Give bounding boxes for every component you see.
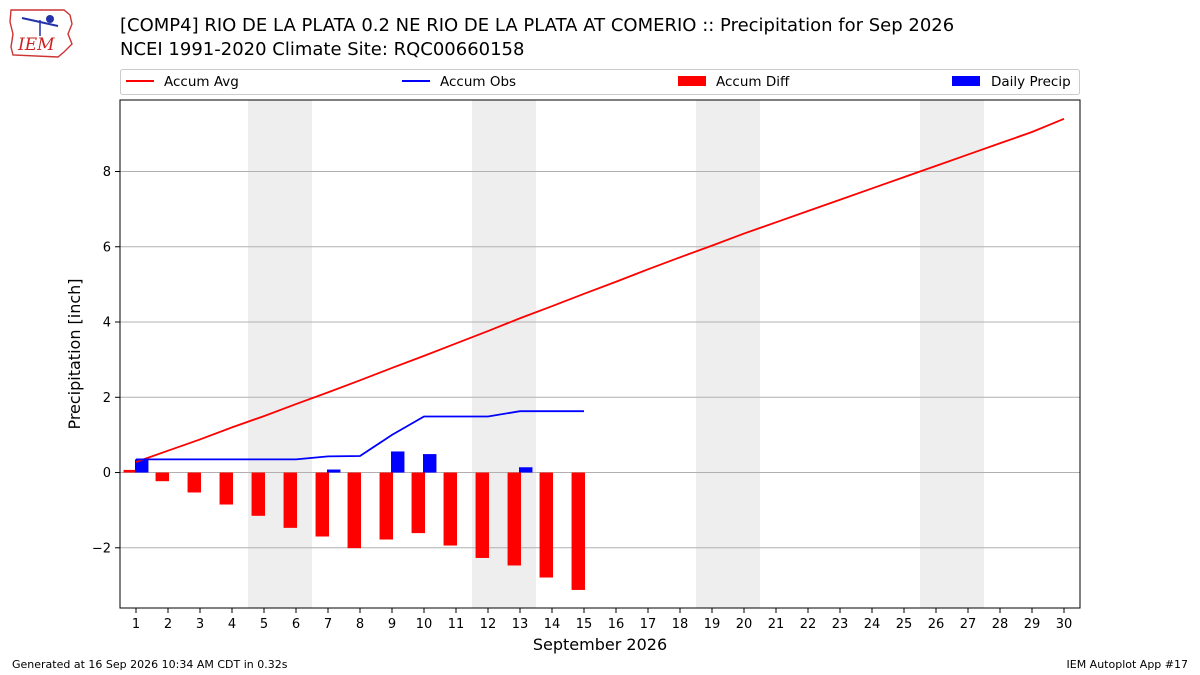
accum-diff-bar [219,472,233,505]
x-tick-label: 8 [356,617,364,632]
plot-frame [119,99,1081,609]
x-tick-label: 4 [228,617,236,632]
daily-precip-bar [135,459,149,473]
legend: Accum Avg Accum Obs Accum Diff Daily Pre… [120,69,1080,95]
weekend-band [696,100,760,608]
y-tick-label: 0 [103,466,111,481]
chart-title: [COMP4] RIO DE LA PLATA 0.2 NE RIO DE LA… [120,15,954,36]
legend-frame [120,69,1080,95]
accum-diff-bar [379,472,393,540]
x-tick-label: 2 [164,617,172,632]
accum-diff-bar [155,472,169,482]
x-tick-label: 21 [768,617,785,632]
x-tick-label: 26 [928,617,945,632]
daily-precip-bar [391,451,405,473]
x-tick-label: 15 [576,617,593,632]
daily-precip-bar [519,467,533,473]
vane-cup [46,15,54,23]
app-credit: IEM Autoplot App #17 [1066,658,1189,671]
accum-diff-bar [123,469,137,473]
accum-diff-bar [315,472,329,537]
lines [135,117,1065,463]
x-tick-label: 14 [544,617,561,632]
x-tick-label: 27 [960,617,977,632]
x-tick-label: 9 [388,617,396,632]
accum-diff-bar [347,472,361,549]
x-tick-label: 28 [992,617,1009,632]
accum-diff-bar [475,472,489,558]
x-tick-label: 18 [672,617,689,632]
legend-accum-avg-label: Accum Avg [164,74,239,90]
accum-avg-line [135,117,1065,463]
y-tick-label: 8 [103,165,111,180]
bars [123,451,585,590]
x-tick-label: 7 [324,617,332,632]
x-tick-label: 17 [640,617,657,632]
chart-subtitle: NCEI 1991-2020 Climate Site: RQC00660158 [120,39,524,60]
accum-obs-line [136,410,584,461]
logo-text: IEM [17,35,55,55]
legend-accum-diff-swatch [678,76,706,86]
accum-diff-bar [411,472,425,534]
y-tick-label: 6 [103,240,111,255]
iem-logo: IEM [9,9,73,58]
accum-diff-bar [571,472,585,590]
accum-diff-bar [251,472,265,516]
legend-accum-diff-label: Accum Diff [716,74,790,90]
legend-accum-obs-label: Accum Obs [440,74,516,90]
y-tick-label: −2 [92,541,111,556]
x-tick-label: 23 [832,617,849,632]
iowa-outline-icon [9,9,73,58]
legend-daily-precip-swatch [952,76,980,86]
x-tick-label: 29 [1024,617,1041,632]
y-tick-label: 4 [103,316,111,331]
x-tick-label: 10 [416,617,433,632]
x-tick-label: 11 [448,617,465,632]
generated-timestamp: Generated at 16 Sep 2026 10:34 AM CDT in… [12,658,288,671]
daily-precip-bar [423,454,437,473]
x-tick-label: 12 [480,617,497,632]
x-tick-label: 22 [800,617,817,632]
x-tick-label: 1 [132,617,140,632]
x-tick-label: 5 [260,617,268,632]
accum-diff-bar [507,472,521,566]
accum-diff-bar [539,472,553,578]
x-tick-label: 3 [196,617,204,632]
accum-diff-bar [443,472,457,546]
legend-daily-precip-label: Daily Precip [991,74,1071,90]
x-tick-label: 30 [1056,617,1073,632]
weekend-band [920,100,984,608]
accum-diff-bar [187,472,201,493]
weekend-band [248,100,312,608]
daily-precip-bar [327,469,341,473]
x-tick-label: 19 [704,617,721,632]
x-tick-label: 20 [736,617,753,632]
x-tick-label: 24 [864,617,881,632]
weekend-shading [248,100,984,608]
x-tick-label: 13 [512,617,529,632]
y-axis-label: Precipitation [inch] [65,278,84,429]
x-tick-label: 6 [292,617,300,632]
accum-diff-bar [283,472,297,528]
y-tick-label: 2 [103,391,111,406]
x-tick-label: 16 [608,617,625,632]
x-tick-label: 25 [896,617,913,632]
x-axis-label: September 2026 [533,635,667,654]
